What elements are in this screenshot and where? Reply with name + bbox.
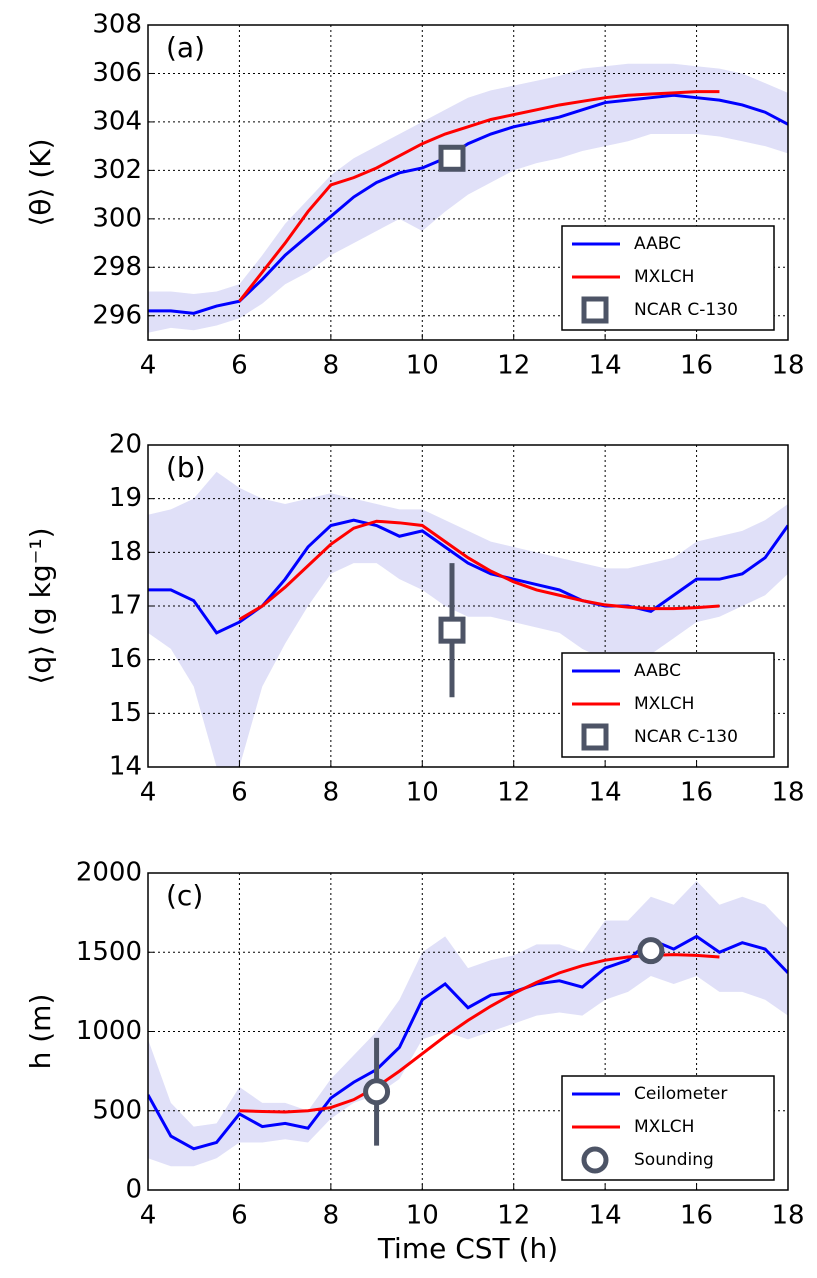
y-tick-label: 17 [109, 591, 142, 621]
marker [637, 937, 665, 965]
x-tick-label: 6 [231, 351, 248, 381]
y-tick-label: 19 [109, 483, 142, 513]
x-tick-label: 4 [140, 778, 157, 808]
legend-swatch [581, 723, 609, 751]
marker [438, 616, 466, 644]
x-tick-label: 18 [771, 351, 804, 381]
x-tick-label: 16 [680, 778, 713, 808]
x-tick-label: 14 [589, 351, 622, 381]
y-tick-label: 1000 [76, 1016, 142, 1046]
y-tick-label: 2000 [76, 858, 142, 888]
plot-area [148, 873, 788, 1190]
x-tick-label: 10 [406, 351, 439, 381]
x-tick-label: 10 [406, 1201, 439, 1231]
y-tick-label: 0 [125, 1175, 142, 1205]
legend-label: MXLCH [634, 267, 694, 287]
y-axis-label: h (m) [24, 994, 57, 1070]
y-tick-label: 298 [92, 252, 142, 282]
y-tick-label: 300 [92, 203, 142, 233]
plot-frame [147, 24, 789, 341]
x-tick-label: 16 [680, 1201, 713, 1231]
y-tick-label: 20 [109, 430, 142, 460]
x-tick-label: 16 [680, 351, 713, 381]
y-tick-label: 296 [92, 300, 142, 330]
data-line [238, 90, 720, 303]
x-tick-label: 14 [589, 1201, 622, 1231]
x-axis-label: Time CST (h) [377, 1232, 558, 1265]
legend-label: MXLCH [634, 1117, 694, 1137]
x-tick-label: 12 [497, 1201, 530, 1231]
x-tick-label: 8 [323, 778, 340, 808]
x-tick-label: 6 [231, 778, 248, 808]
x-tick-label: 10 [406, 778, 439, 808]
data-line [148, 934, 788, 1151]
plot-area [148, 445, 788, 767]
y-tick-label: 14 [109, 752, 142, 782]
legend-label: Ceilometer [634, 1084, 727, 1104]
y-tick-label: 15 [109, 698, 142, 728]
legend-swatch [581, 1146, 609, 1174]
x-tick-label: 18 [771, 778, 804, 808]
x-tick-label: 4 [140, 1201, 157, 1231]
x-tick-label: 8 [323, 1201, 340, 1231]
legend-label: AABC [634, 234, 681, 254]
data-line [148, 93, 788, 315]
marker [438, 144, 466, 172]
legend-label: MXLCH [634, 694, 694, 714]
data-line [238, 519, 720, 621]
spread-band [148, 63, 788, 333]
panel-label: (b) [166, 451, 206, 484]
y-tick-label: 308 [92, 10, 142, 40]
x-tick-label: 12 [497, 351, 530, 381]
y-tick-label: 302 [92, 155, 142, 185]
legend-label: NCAR C-130 [634, 727, 738, 747]
legend-label: AABC [634, 661, 681, 681]
plot-area [148, 25, 788, 340]
y-tick-label: 16 [109, 644, 142, 674]
y-axis-label: ⟨q⟩ (g kg⁻¹) [24, 527, 57, 684]
y-tick-label: 304 [92, 106, 142, 136]
legend-swatch [581, 296, 609, 324]
y-tick-label: 18 [109, 537, 142, 567]
y-tick-label: 500 [92, 1095, 142, 1125]
x-tick-label: 18 [771, 1201, 804, 1231]
x-tick-label: 8 [323, 351, 340, 381]
legend-label: NCAR C-130 [634, 300, 738, 320]
panel-label: (c) [166, 879, 203, 912]
y-tick-label: 306 [92, 58, 142, 88]
y-axis-label: ⟨θ⟩ (K) [24, 138, 57, 226]
legend-label: Sounding [634, 1150, 714, 1170]
marker [363, 1078, 391, 1106]
x-tick-label: 4 [140, 351, 157, 381]
panel-label: (a) [166, 31, 205, 64]
y-tick-label: 1500 [76, 937, 142, 967]
x-tick-label: 14 [589, 778, 622, 808]
x-tick-label: 12 [497, 778, 530, 808]
x-tick-label: 6 [231, 1201, 248, 1231]
